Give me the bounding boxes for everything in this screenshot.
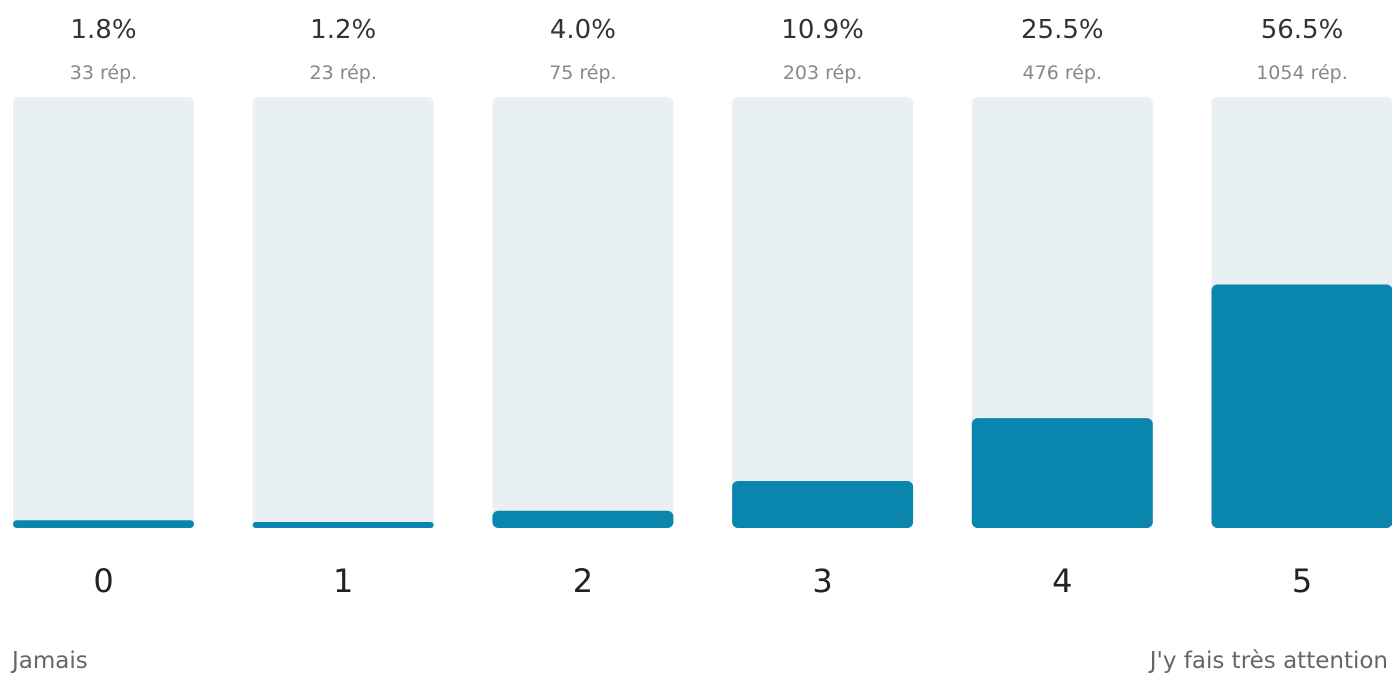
count-label: 75 rép. (549, 62, 616, 84)
category-label: 3 (812, 562, 832, 600)
bar-track (492, 97, 674, 528)
category-label: 5 (1292, 562, 1312, 600)
bar-track (732, 97, 914, 528)
scale-max-label: J'y fais très attention (1149, 648, 1388, 674)
percent-label: 56.5% (1261, 15, 1344, 45)
percent-label: 25.5% (1021, 15, 1104, 45)
bar (252, 522, 434, 528)
bar-track (13, 97, 194, 528)
category-label: 4 (1052, 562, 1072, 600)
percent-label: 4.0% (550, 15, 616, 45)
bar (971, 418, 1153, 528)
category-label: 1 (333, 562, 353, 600)
count-label: 23 rép. (309, 62, 376, 84)
bar (732, 481, 914, 528)
percent-label: 10.9% (781, 15, 864, 45)
bar-track (252, 97, 434, 528)
count-label: 203 rép. (783, 62, 863, 84)
scale-min-label: Jamais (12, 648, 88, 674)
count-label: 33 rép. (70, 62, 137, 84)
bar (492, 510, 674, 528)
bar (1211, 284, 1392, 528)
count-label: 476 rép. (1023, 62, 1103, 84)
category-label: 2 (573, 562, 593, 600)
category-label: 0 (93, 562, 113, 600)
bar (13, 520, 194, 528)
percent-label: 1.2% (310, 15, 376, 45)
count-label: 1054 rép. (1256, 62, 1348, 84)
percent-label: 1.8% (70, 15, 136, 45)
